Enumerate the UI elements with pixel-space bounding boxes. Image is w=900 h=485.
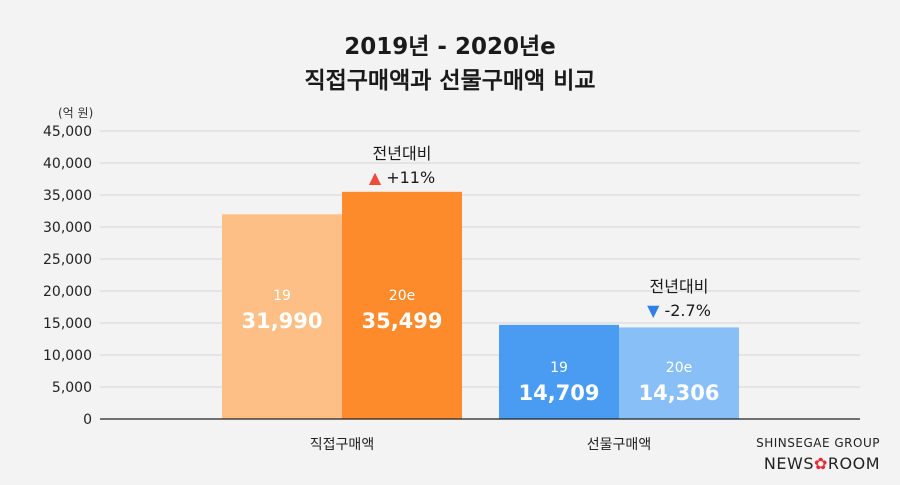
unit-label: (억 원) bbox=[58, 106, 93, 120]
category-labels: 직접구매액 선물구매액 bbox=[310, 437, 651, 453]
brand-news-text: NEWS bbox=[764, 454, 814, 473]
yoy-change-value: -2.7% bbox=[659, 301, 711, 320]
y-tick-label: 35,000 bbox=[43, 188, 92, 204]
y-tick-label: 20,000 bbox=[43, 284, 92, 300]
bar-year-label: 20e bbox=[389, 288, 415, 304]
y-tick-label: 45,000 bbox=[43, 124, 92, 140]
bar-direct-19 bbox=[222, 214, 342, 419]
triangle-up-icon: ▲ bbox=[369, 168, 382, 187]
bar-direct-20e bbox=[342, 191, 462, 419]
y-tick-label: 5,000 bbox=[52, 380, 92, 396]
triangle-down-icon: ▼ bbox=[647, 301, 660, 320]
bar-gift-19 bbox=[499, 324, 619, 419]
y-tick-label: 15,000 bbox=[43, 316, 92, 332]
brand-group-name: SHINSEGAE GROUP bbox=[756, 436, 880, 450]
flower-icon: ✿ bbox=[814, 454, 828, 473]
yoy-change-value: +11% bbox=[381, 168, 435, 187]
bar-year-label: 19 bbox=[550, 360, 568, 376]
bars: 19 31,990 20e 35,499 19 14,709 20e 14,306 bbox=[222, 191, 739, 419]
bar-value-label: 14,709 bbox=[518, 381, 599, 405]
bar-gift-20e bbox=[619, 327, 739, 419]
chart-title-line2: 직접구매액과 선물구매액 비교 bbox=[304, 68, 595, 94]
gridlines bbox=[100, 130, 860, 388]
yoy-title: 전년대비 bbox=[373, 144, 432, 163]
brand-logo: SHINSEGAE GROUP NEWS✿ROOM bbox=[756, 436, 880, 473]
y-tick-label: 30,000 bbox=[43, 220, 92, 236]
category-label: 직접구매액 bbox=[310, 437, 374, 453]
bar-value-label: 31,990 bbox=[241, 309, 322, 333]
bar-year-label: 20e bbox=[666, 360, 692, 376]
bar-year-label: 19 bbox=[273, 288, 291, 304]
bar-value-label: 14,306 bbox=[638, 381, 719, 405]
chart-title-line1: 2019년 - 2020년e bbox=[344, 34, 556, 60]
y-axis-ticks: 0 5,000 10,000 15,000 20,000 25,000 30,000 35,0… bbox=[43, 124, 92, 428]
yoy-title: 전년대비 bbox=[650, 277, 709, 296]
y-tick-label: 10,000 bbox=[43, 348, 92, 364]
y-tick-label: 25,000 bbox=[43, 252, 92, 268]
brand-newsroom: NEWS✿ROOM bbox=[764, 454, 880, 473]
yoy-change: ▲ +11% bbox=[369, 168, 435, 187]
y-tick-label: 0 bbox=[83, 412, 92, 428]
yoy-change: ▼ -2.7% bbox=[647, 301, 711, 320]
annotations: 전년대비 ▲ +11% 전년대비 ▼ -2.7% bbox=[369, 144, 711, 320]
category-label: 선물구매액 bbox=[587, 437, 651, 453]
brand-room-text: ROOM bbox=[828, 454, 880, 473]
y-tick-label: 40,000 bbox=[43, 156, 92, 172]
bar-value-label: 35,499 bbox=[361, 309, 442, 333]
